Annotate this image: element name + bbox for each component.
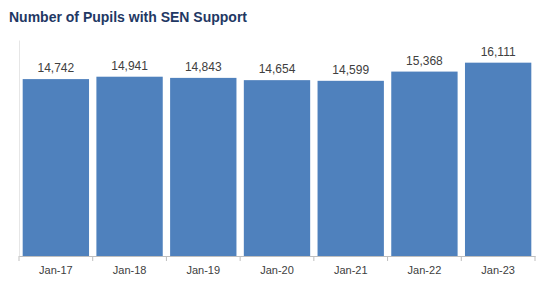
chart: Number of Pupils with SEN Support14,7421… xyxy=(0,0,542,295)
x-tick: Jan-18 xyxy=(113,256,147,276)
data-label: 16,111 xyxy=(481,45,516,59)
x-tick-label: Jan-22 xyxy=(408,264,442,276)
x-divider xyxy=(535,256,536,261)
data-label: 14,843 xyxy=(185,60,222,74)
x-divider xyxy=(166,256,167,261)
bar xyxy=(23,79,89,256)
y-axis-line xyxy=(19,41,20,257)
x-tick: Jan-19 xyxy=(186,256,220,276)
y-axis xyxy=(19,41,20,257)
bars xyxy=(23,63,532,256)
x-tick-label: Jan-18 xyxy=(113,264,147,276)
data-label: 14,599 xyxy=(332,63,369,77)
bar xyxy=(96,77,162,256)
x-tick-label: Jan-23 xyxy=(481,264,515,276)
data-label: 14,654 xyxy=(259,62,296,76)
x-tick: Jan-23 xyxy=(481,256,515,276)
x-divider xyxy=(240,256,241,261)
x-tick: Jan-21 xyxy=(334,256,368,276)
title: Number of Pupils with SEN Support xyxy=(9,9,247,25)
x-axis: Jan-17 Jan-18 Jan-19 Jan-20 Jan-21 Jan-22 Jan-… xyxy=(20,256,536,276)
plot: 14,742 14,941 14,843 14,654 14,599 15,368 16,1… xyxy=(19,41,536,276)
bar xyxy=(244,80,310,256)
bar xyxy=(391,72,457,256)
x-divider xyxy=(19,256,20,261)
bar xyxy=(318,81,384,256)
x-tick: Jan-17 xyxy=(39,256,73,276)
x-tick: Jan-20 xyxy=(260,256,294,276)
x-tick-label: Jan-19 xyxy=(186,264,220,276)
data-label: 15,368 xyxy=(406,54,443,68)
bar xyxy=(170,78,236,256)
x-tick-label: Jan-20 xyxy=(260,264,294,276)
x-tick-label: Jan-21 xyxy=(334,264,368,276)
x-tick-label: Jan-17 xyxy=(39,264,73,276)
x-divider xyxy=(461,256,462,261)
x-divider xyxy=(313,256,314,261)
data-labels: 14,742 14,941 14,843 14,654 14,599 15,368 16,1… xyxy=(38,45,516,77)
x-tick: Jan-22 xyxy=(408,256,442,276)
x-axis-line xyxy=(20,256,536,257)
x-divider xyxy=(387,256,388,261)
bar xyxy=(465,63,531,256)
data-label: 14,941 xyxy=(111,59,148,73)
x-dividers xyxy=(19,256,535,261)
x-divider xyxy=(92,256,93,261)
data-label: 14,742 xyxy=(38,61,75,75)
